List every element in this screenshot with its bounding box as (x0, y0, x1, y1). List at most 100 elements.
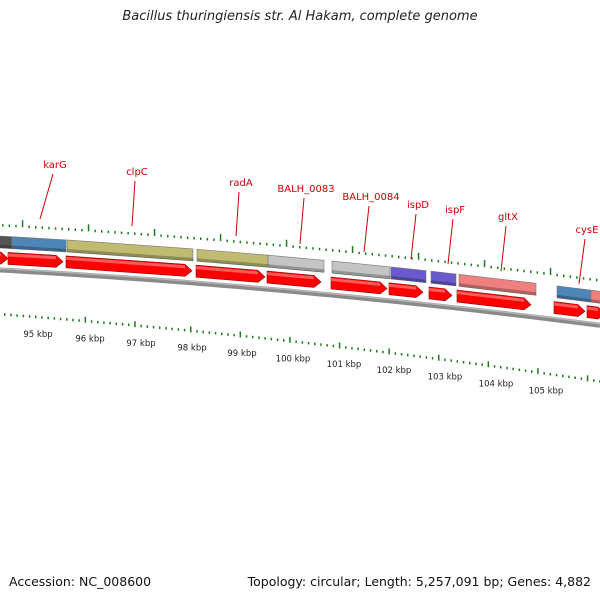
cds-arrow (456, 289, 532, 311)
tick-mark (183, 328, 186, 332)
tick-mark (305, 246, 308, 250)
kbp-label: 96 kbp (75, 334, 104, 344)
kbp-label: 100 kbp (276, 354, 311, 364)
tick-mark (450, 359, 452, 362)
tick-mark (153, 228, 156, 236)
tick-mark (398, 255, 400, 259)
tick-mark (518, 368, 521, 372)
tick-mark (556, 273, 558, 277)
tick-mark (444, 260, 446, 264)
cds-arrow-highlight (389, 283, 416, 290)
cds-arrow-highlight (457, 291, 524, 302)
tick-mark (469, 361, 471, 365)
tick-mark (555, 373, 558, 377)
gene-leader-line (235, 191, 240, 237)
gene-label-rada: radA (229, 178, 253, 189)
feature-bar (458, 273, 537, 296)
tick-mark (351, 346, 353, 350)
gene-label-balh_0084: BALH_0084 (342, 192, 399, 203)
tick-mark (388, 348, 390, 355)
cds-arrow (330, 276, 388, 295)
tick-mark (481, 363, 483, 366)
tick-mark (74, 228, 77, 231)
cds-arrow-highlight (196, 266, 258, 275)
kbp-label: 97 kbp (126, 339, 155, 349)
feature-bar (590, 289, 600, 304)
tick-mark (512, 367, 514, 371)
gene-label-gltx: gltX (498, 212, 518, 223)
tick-mark (345, 250, 347, 253)
tick-mark (503, 267, 506, 270)
cds-arrow-highlight (66, 256, 185, 269)
genome-title: Bacillus thuringiensis str. Al Hakam, co… (122, 9, 478, 24)
tick-mark (456, 360, 459, 363)
tick-mark (582, 277, 585, 280)
gene-leader-line (447, 218, 454, 265)
tick-mark (103, 321, 105, 324)
kbp-label: 102 kbp (377, 366, 412, 376)
tick-mark (109, 321, 111, 325)
tick-mark (252, 335, 254, 339)
tick-mark (21, 220, 24, 228)
cds-arrow-highlight (331, 277, 380, 286)
tick-mark (500, 366, 502, 369)
tick-mark (41, 226, 44, 229)
tick-mark (376, 349, 378, 353)
tick-mark (506, 366, 508, 370)
tick-mark (202, 330, 204, 334)
tick-mark (320, 343, 322, 346)
tick-mark (239, 240, 242, 244)
tick-mark (523, 269, 525, 273)
tick-mark (68, 228, 70, 231)
tick-mark (483, 260, 486, 268)
kbp-label: 104 kbp (479, 379, 514, 389)
tick-mark (593, 379, 595, 382)
tick-mark (90, 320, 93, 323)
feature-bar (430, 270, 457, 287)
gene-leader-line (39, 173, 54, 220)
tick-mark (279, 244, 281, 247)
feature-bar-shade (268, 264, 324, 273)
tick-mark (276, 338, 279, 342)
tick-mark (437, 259, 440, 263)
tick-mark (120, 231, 123, 235)
tick-mark (54, 227, 57, 230)
tick-mark (101, 230, 103, 233)
tick-mark (574, 376, 576, 380)
tick-mark (159, 326, 161, 329)
tick-mark (394, 352, 397, 355)
tick-mark (325, 248, 327, 251)
tick-mark (4, 313, 6, 316)
tick-mark (227, 333, 229, 336)
tick-mark (246, 241, 248, 244)
tick-mark (78, 319, 80, 322)
tick-mark (22, 314, 25, 318)
tick-mark (524, 369, 527, 372)
tick-mark (94, 229, 96, 233)
cds-arrow (7, 252, 64, 268)
tick-mark (345, 346, 347, 349)
cds-arrow (428, 286, 453, 302)
tick-mark (285, 239, 288, 247)
kbp-label: 98 kbp (177, 344, 206, 354)
cds-arrow (586, 305, 600, 320)
tick-mark (536, 271, 539, 274)
tick-mark (206, 238, 209, 241)
tick-mark (568, 375, 570, 379)
gene-leader-line (299, 197, 305, 245)
tick-mark (301, 341, 304, 344)
tick-mark (146, 325, 149, 328)
tick-mark (48, 226, 50, 230)
tick-mark (208, 331, 211, 334)
tick-mark (245, 335, 248, 338)
tick-mark (134, 232, 136, 235)
tick-mark (464, 262, 466, 266)
gene-leader-line (363, 205, 370, 253)
tick-mark (462, 360, 465, 364)
tick-mark (338, 249, 341, 253)
tick-mark (563, 274, 565, 278)
tick-mark (470, 263, 473, 267)
cds-arrow-highlight (0, 253, 1, 257)
feature-bar-shade (591, 299, 600, 304)
tick-mark (53, 317, 56, 320)
